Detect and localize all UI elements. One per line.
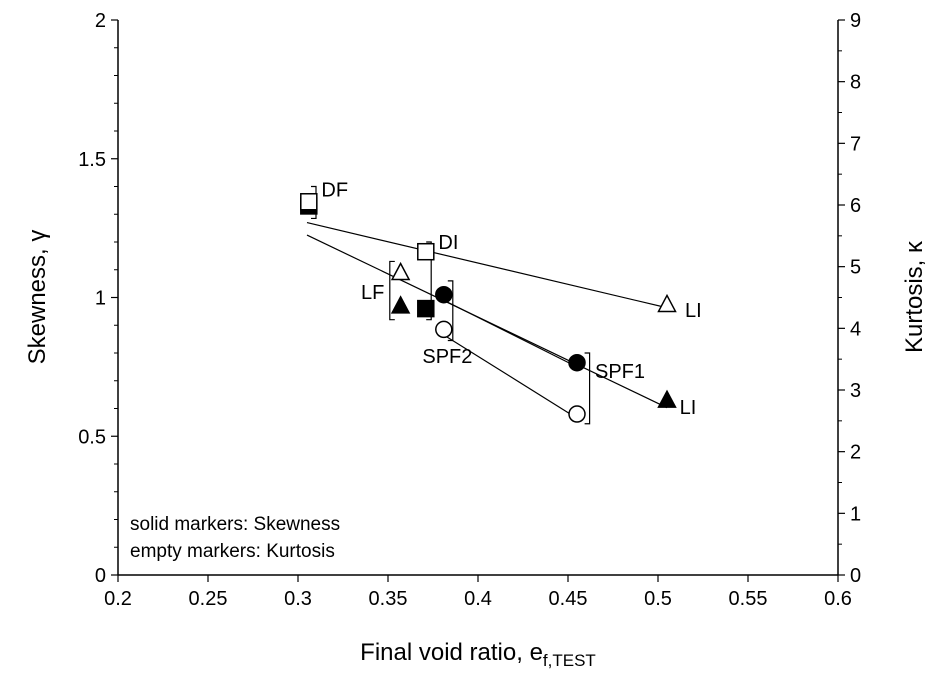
point-label: DI <box>438 232 458 254</box>
brackets <box>311 185 591 425</box>
x-tick-label: 0.45 <box>549 588 588 610</box>
bracket <box>447 280 454 342</box>
y-left-tick-label: 0.5 <box>78 426 106 448</box>
y-axis-title-right: Kurtosis, κ <box>901 240 928 353</box>
point-label: LI <box>680 397 697 419</box>
point-label: LF <box>361 282 384 304</box>
point-labels: DF DI LF LI SPF2 SPF1 LI <box>321 179 701 419</box>
triangle-solid-marker <box>657 389 677 408</box>
x-tick-label: 0.2 <box>104 588 132 610</box>
y-right-tick-label: 8 <box>850 72 861 94</box>
y-left-tick-label: 1 <box>95 288 106 310</box>
bracket <box>426 241 432 321</box>
bracket <box>584 352 591 425</box>
y-right-tick-label: 6 <box>850 195 861 217</box>
legend-note-solid: solid markers: Skewness <box>130 514 340 535</box>
trend-line <box>306 221 668 309</box>
point-label: SPF2 <box>422 346 472 368</box>
triangle-empty-marker <box>390 261 411 281</box>
triangle-empty-marker <box>657 293 677 313</box>
data-points <box>300 193 677 423</box>
square-solid-marker <box>417 299 435 318</box>
y-right-tick-label: 1 <box>850 503 861 525</box>
trend-line <box>443 334 578 419</box>
x-tick-label: 0.4 <box>464 588 492 610</box>
x-tick-label: 0.5 <box>644 588 672 610</box>
y-left-tick-label: 1.5 <box>78 149 106 171</box>
y-right-tick-label: 9 <box>850 10 861 32</box>
x-tick-label: 0.3 <box>284 588 312 610</box>
circle-empty-marker <box>568 405 586 423</box>
y-right-tick-label: 2 <box>850 442 861 464</box>
circle-solid-marker <box>568 353 586 372</box>
circle-empty-marker <box>435 320 453 339</box>
trend-lines <box>306 221 668 419</box>
x-tick-label: 0.6 <box>824 588 852 610</box>
y-left-tick-label: 0 <box>95 565 106 587</box>
x-axis-title: Final void ratio, ef,TEST <box>360 639 596 670</box>
y-right-tick-label: 7 <box>850 133 861 155</box>
triangle-solid-marker <box>390 295 411 314</box>
y-left-tick-label: 2 <box>95 10 106 32</box>
trend-line <box>443 299 578 368</box>
point-label: DF <box>321 179 348 201</box>
point-label: SPF1 <box>595 361 645 383</box>
x-tick-label: 0.25 <box>189 588 228 610</box>
y-right-tick-label: 5 <box>850 257 861 279</box>
axes: 0.2 0.25 0.3 0.35 0.4 0.45 0.5 0.55 0.600.511.52… <box>78 10 861 610</box>
y-right-tick-label: 3 <box>850 380 861 402</box>
square-empty-marker <box>300 193 318 211</box>
x-tick-label: 0.35 <box>369 588 408 610</box>
x-tick-label: 0.55 <box>729 588 768 610</box>
point-label: LI <box>685 300 702 322</box>
y-axis-title-left: Skewness, γ <box>24 230 51 365</box>
circle-solid-marker <box>435 285 453 304</box>
y-right-tick-label: 4 <box>850 318 861 340</box>
y-right-tick-label: 0 <box>850 565 861 587</box>
bracket <box>389 260 395 321</box>
legend-note-empty: empty markers: Kurtosis <box>130 541 335 562</box>
square-empty-marker <box>417 242 435 261</box>
